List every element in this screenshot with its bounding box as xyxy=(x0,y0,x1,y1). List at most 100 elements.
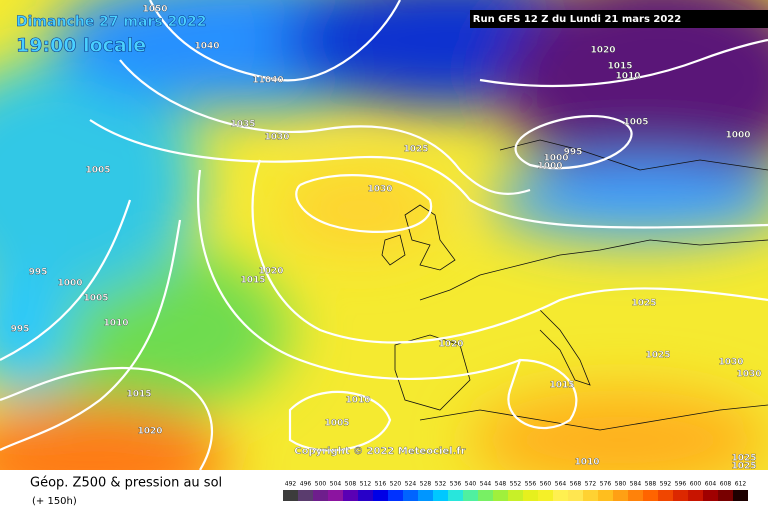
legend-swatch xyxy=(493,490,508,501)
legend-swatch xyxy=(358,490,373,501)
legend-swatch xyxy=(298,490,313,501)
isobar-label: 1035 xyxy=(230,120,255,130)
date: Dimanche 27 mars 2022 xyxy=(16,14,207,30)
isobar-label: 1040 xyxy=(194,42,219,52)
legend-label: 604 xyxy=(705,481,717,488)
isobar-label: 995 xyxy=(11,325,30,335)
legend-swatch xyxy=(538,490,553,501)
legend-swatch xyxy=(418,490,433,501)
legend-swatch xyxy=(613,490,628,501)
isobar-label: 1020 xyxy=(258,267,283,277)
isobar-label: 1005 xyxy=(324,419,349,429)
legend-label: 512 xyxy=(360,481,372,488)
isobar-label: 995 xyxy=(564,148,583,158)
legend-swatch xyxy=(673,490,688,501)
legend-swatch xyxy=(733,490,748,501)
footer-title: Géop. Z500 & pression au sol xyxy=(30,476,222,491)
isobar-label: 1030 xyxy=(367,185,392,195)
legend-swatch xyxy=(658,490,673,501)
isobar-label: 1000 xyxy=(537,162,562,172)
legend-swatch xyxy=(403,490,418,501)
isobar-label: 1010 xyxy=(103,319,128,329)
legend-label: 508 xyxy=(345,481,357,488)
isobars xyxy=(0,0,768,452)
coastlines xyxy=(381,139,768,431)
legend-label: 532 xyxy=(435,481,447,488)
legend-swatch xyxy=(478,490,493,501)
legend-swatch xyxy=(373,490,388,501)
isobar-labels: 1050104011040103510301025103010059951000… xyxy=(10,4,761,471)
legend-swatch xyxy=(388,490,403,501)
legend-label: 504 xyxy=(330,481,342,488)
isobar-label: 1020 xyxy=(590,46,615,56)
isobar-label: 1030 xyxy=(736,370,761,380)
legend-swatch xyxy=(598,490,613,501)
legend-swatch xyxy=(283,490,298,501)
isobar-label: 1025 xyxy=(731,454,756,464)
legend-swatch xyxy=(448,490,463,501)
legend-label: 516 xyxy=(375,481,387,488)
legend-swatch xyxy=(313,490,328,501)
isobar-label: 995 xyxy=(29,268,48,278)
isobar-label: 1020 xyxy=(137,427,162,437)
legend-swatch xyxy=(463,490,478,501)
legend-label: 608 xyxy=(720,481,732,488)
legend-swatch xyxy=(523,490,538,501)
isobar-label: 1015 xyxy=(549,381,574,391)
legend-label: 588 xyxy=(645,481,657,488)
legend-label: 540 xyxy=(465,481,477,488)
legend-label: 500 xyxy=(315,481,327,488)
run-info: Run GFS 12 Z du Lundi 21 mars 2022 xyxy=(473,14,682,25)
legend-swatch xyxy=(328,490,343,501)
legend-swatch xyxy=(433,490,448,501)
legend-label: 568 xyxy=(570,481,582,488)
isobar-label: 1005 xyxy=(623,118,648,128)
time: 19:00 locale xyxy=(16,35,146,57)
legend-label: 560 xyxy=(540,481,552,488)
isobar-label: 1050 xyxy=(142,5,167,15)
legend-label: 496 xyxy=(300,481,312,488)
run-box xyxy=(470,10,768,28)
isobar-label: 1010 xyxy=(345,396,370,406)
isobar-label: 1030 xyxy=(718,358,743,368)
isobar-label: 1015 xyxy=(126,390,151,400)
legend-label: 584 xyxy=(630,481,642,488)
isobar-label: 1025 xyxy=(403,145,428,155)
isobar-label: 1025 xyxy=(631,299,656,309)
legend-label: 572 xyxy=(585,481,597,488)
isobar-label: 1015 xyxy=(607,62,632,72)
legend-label: 552 xyxy=(510,481,522,488)
isobar-label: 1015 xyxy=(240,276,265,286)
legend-label: 576 xyxy=(600,481,612,488)
isobar-label: 1025 xyxy=(645,351,670,361)
legend-label: 548 xyxy=(495,481,507,488)
legend-label: 492 xyxy=(285,481,297,488)
legend-swatch xyxy=(508,490,523,501)
legend-label: 528 xyxy=(420,481,432,488)
legend-swatch xyxy=(628,490,643,501)
copyright: Copyright © 2022 Meteociel.fr xyxy=(294,446,465,457)
legend-label: 520 xyxy=(390,481,402,488)
legend-swatch xyxy=(568,490,583,501)
legend-label: 556 xyxy=(525,481,537,488)
legend-label: 600 xyxy=(690,481,702,488)
legend-swatch xyxy=(688,490,703,501)
legend-label: 524 xyxy=(405,481,417,488)
legend-label: 580 xyxy=(615,481,627,488)
isobar-label: 1010 xyxy=(574,458,599,468)
isobar-label: 1005 xyxy=(85,166,110,176)
legend-label: 536 xyxy=(450,481,462,488)
isobar-label: 1000 xyxy=(57,279,82,289)
legend-swatch xyxy=(718,490,733,501)
isobar-label: 1030 xyxy=(264,133,289,143)
legend: 492 496 500 504 508 512 516 520 524 528 532 536 540 5… xyxy=(283,481,748,501)
isobar-label: 1020 xyxy=(438,340,463,350)
legend-swatch xyxy=(643,490,658,501)
isobar-label: 11040 xyxy=(252,76,283,86)
legend-swatch xyxy=(703,490,718,501)
isobar-label: 1000 xyxy=(725,131,750,141)
isobar-label: 1005 xyxy=(83,294,108,304)
legend-swatch xyxy=(553,490,568,501)
footer-lead: (+ 150h) xyxy=(32,496,77,507)
